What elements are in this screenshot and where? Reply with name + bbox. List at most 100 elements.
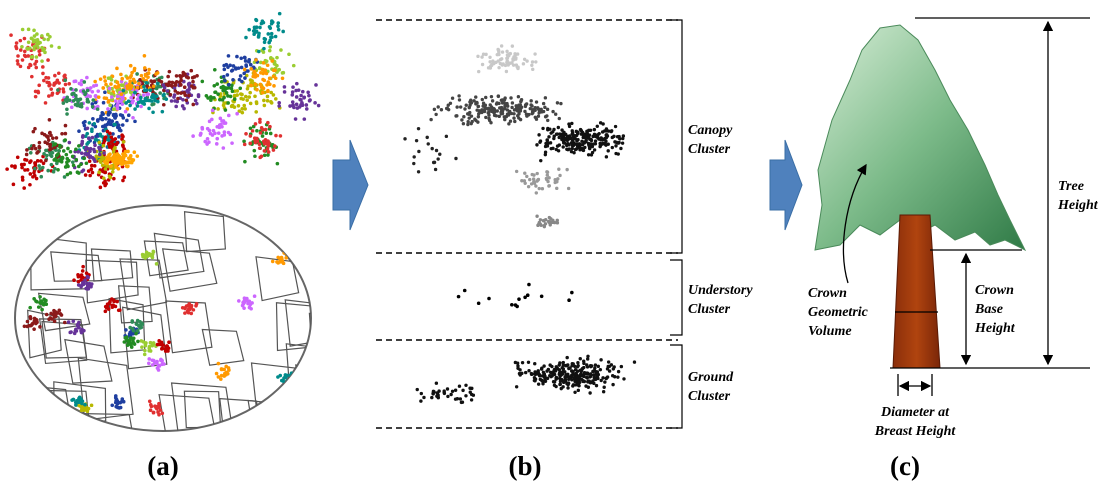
- point: [18, 64, 23, 69]
- point: [57, 148, 61, 153]
- point: [172, 86, 177, 90]
- point: [111, 150, 116, 154]
- point: [101, 176, 106, 181]
- label: Ground: [688, 370, 734, 385]
- point: [260, 67, 264, 72]
- point: [114, 404, 118, 409]
- point: [509, 111, 514, 116]
- point: [101, 143, 106, 148]
- point: [149, 402, 153, 407]
- point: [454, 156, 458, 161]
- point: [209, 95, 213, 99]
- cell: [284, 299, 311, 347]
- point: [68, 171, 73, 175]
- point: [85, 106, 89, 111]
- point: [147, 357, 152, 361]
- point: [262, 141, 267, 146]
- point: [143, 348, 147, 353]
- point: [518, 109, 523, 113]
- point: [55, 161, 59, 166]
- point: [221, 103, 226, 108]
- point: [554, 132, 559, 136]
- point: [525, 59, 529, 63]
- point: [18, 38, 23, 43]
- point: [34, 176, 39, 181]
- point: [555, 101, 560, 105]
- point: [546, 179, 550, 184]
- point: [229, 104, 234, 109]
- point: [165, 89, 170, 93]
- point: [570, 143, 575, 148]
- point: [221, 74, 226, 79]
- point: [93, 94, 98, 98]
- point: [147, 399, 152, 404]
- point: [80, 169, 84, 174]
- point: [103, 79, 108, 83]
- point: [103, 170, 108, 175]
- point: [553, 112, 558, 116]
- point: [414, 138, 419, 143]
- point: [529, 103, 533, 107]
- point: [426, 142, 430, 146]
- point: [232, 94, 237, 99]
- point: [115, 80, 119, 84]
- point: [536, 370, 540, 374]
- point: [308, 98, 312, 102]
- arrow: [769, 139, 803, 231]
- point: [248, 126, 253, 131]
- point: [267, 48, 272, 53]
- point: [585, 375, 589, 380]
- point: [244, 131, 248, 136]
- point: [128, 63, 133, 68]
- point: [120, 113, 125, 118]
- point: [131, 115, 135, 120]
- point: [110, 305, 115, 310]
- point: [28, 315, 33, 319]
- point: [497, 114, 501, 119]
- point: [439, 108, 444, 112]
- point: [271, 68, 276, 73]
- point: [65, 163, 69, 167]
- point: [513, 52, 517, 56]
- point: [109, 77, 114, 82]
- point: [123, 336, 128, 340]
- point: [581, 148, 585, 152]
- point: [147, 361, 151, 366]
- point: [455, 105, 459, 109]
- point: [116, 308, 121, 313]
- label: Understory: [688, 283, 753, 298]
- point: [151, 110, 155, 115]
- point: [63, 138, 68, 142]
- label: Base: [974, 302, 1003, 317]
- point: [510, 302, 514, 307]
- point: [525, 293, 530, 298]
- point: [604, 133, 608, 137]
- point: [472, 99, 476, 103]
- point: [59, 411, 64, 415]
- point: [526, 360, 531, 365]
- point: [294, 95, 299, 99]
- point: [488, 103, 492, 107]
- point: [497, 52, 501, 57]
- point: [632, 360, 637, 364]
- point: [464, 103, 468, 107]
- point: [267, 76, 272, 81]
- point: [76, 273, 80, 277]
- point: [577, 146, 581, 150]
- point: [43, 224, 48, 229]
- point: [127, 82, 132, 86]
- point: [561, 360, 565, 365]
- point: [117, 99, 122, 103]
- point: [106, 76, 111, 81]
- point: [112, 176, 116, 181]
- point: [579, 129, 584, 133]
- point: [39, 174, 44, 179]
- point: [221, 119, 226, 123]
- point: [480, 97, 484, 102]
- point: [565, 355, 569, 360]
- point: [85, 88, 90, 93]
- point: [282, 85, 287, 89]
- label: Breast Height: [874, 424, 957, 439]
- point: [180, 104, 185, 108]
- point: [69, 418, 73, 423]
